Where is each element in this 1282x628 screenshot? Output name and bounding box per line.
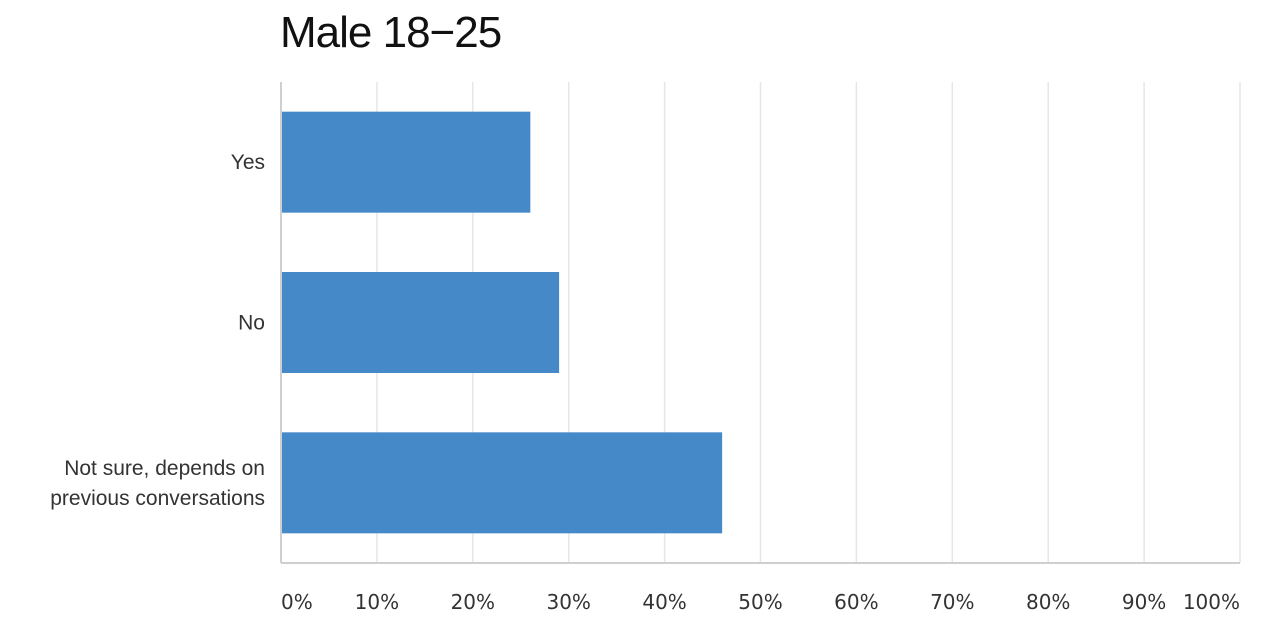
category-label: Yes	[231, 151, 265, 174]
x-tick-label: 10%	[355, 590, 399, 614]
x-tick-label: 30%	[546, 590, 590, 614]
x-tick-label: 100%	[1183, 590, 1240, 614]
x-tick-label: 70%	[930, 590, 974, 614]
bar	[281, 111, 531, 213]
category-label: previous conversations	[50, 487, 265, 510]
x-tick-label: 20%	[451, 590, 495, 614]
bar	[281, 432, 723, 534]
x-tick-label: 80%	[1026, 590, 1070, 614]
x-tick-label: 60%	[834, 590, 878, 614]
x-tick-label: 40%	[642, 590, 686, 614]
x-tick-label: 50%	[738, 590, 782, 614]
chart-title: Male 18−25	[280, 8, 502, 57]
x-tick-label: 0%	[281, 590, 313, 614]
x-tick-label: 90%	[1122, 590, 1166, 614]
category-label: No	[238, 312, 265, 335]
category-label: Not sure, depends on	[64, 457, 265, 480]
bar	[281, 272, 560, 373]
